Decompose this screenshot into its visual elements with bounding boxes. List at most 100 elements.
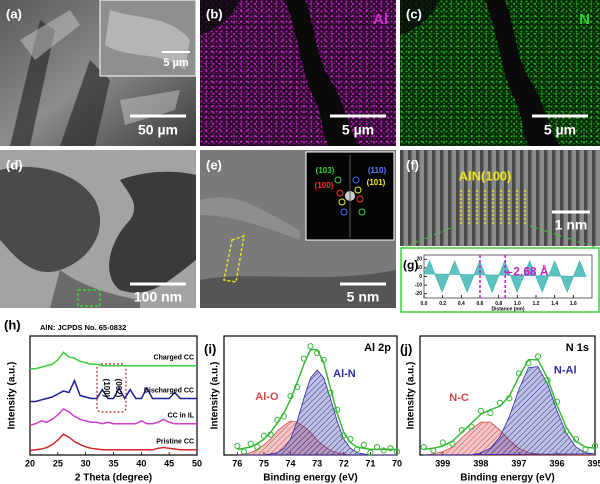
fft-spot bbox=[356, 195, 364, 203]
data-point bbox=[307, 343, 314, 350]
x-tick-label: 0.4 bbox=[458, 301, 465, 307]
data-point bbox=[267, 431, 274, 438]
panel-label: (f) bbox=[406, 157, 419, 172]
chart-1: 20 25 30 35 40 45 50 (h) 2 Theta (degree) Intensi… bbox=[4, 317, 202, 483]
data-point bbox=[393, 448, 401, 455]
data-point bbox=[347, 436, 354, 443]
fft-label: (110) bbox=[368, 166, 387, 175]
data-point bbox=[314, 349, 321, 357]
series-label: Discharged CC bbox=[144, 387, 194, 394]
panel-d: 100 nm (d) bbox=[0, 150, 196, 308]
component-label: Al-O bbox=[255, 391, 279, 403]
component-peak bbox=[237, 369, 397, 456]
tem-particle bbox=[109, 171, 196, 293]
x-tick-label: 45 bbox=[164, 458, 174, 468]
data-point bbox=[327, 389, 334, 396]
data-point bbox=[525, 360, 532, 367]
data-point bbox=[544, 377, 551, 384]
y-axis-label: Intensity (a.u.) bbox=[210, 362, 221, 430]
panel-label: (c) bbox=[406, 6, 422, 21]
y-tick-label: 0 bbox=[419, 274, 422, 280]
panel-label: (d) bbox=[6, 157, 23, 172]
data-point bbox=[449, 440, 456, 447]
lattice-markers bbox=[460, 190, 526, 226]
x-tick-label: 25 bbox=[53, 458, 63, 468]
chart-2: 76 75 74 73 72 71 70 (i) Binding energy (eV) Inte… bbox=[204, 335, 402, 484]
x-axis-label: Binding energy (eV) bbox=[460, 473, 554, 484]
data-point bbox=[515, 370, 523, 377]
data-point bbox=[496, 399, 503, 406]
x-tick-label: 399 bbox=[435, 458, 450, 468]
xrd-curve bbox=[29, 407, 197, 426]
chart-title: Al 2p bbox=[364, 342, 391, 354]
fft-label: (100) bbox=[315, 181, 334, 190]
data-point bbox=[353, 446, 361, 453]
x-tick-label: 75 bbox=[259, 458, 269, 468]
y-tick-label: 20 bbox=[416, 257, 422, 263]
hrtem-texture bbox=[200, 197, 300, 240]
element-label: Al bbox=[373, 11, 388, 28]
data-point bbox=[247, 440, 254, 447]
tem-particle bbox=[0, 166, 101, 273]
panel-label: (a) bbox=[6, 6, 22, 21]
data-point bbox=[591, 442, 599, 450]
scale-label: 1 nm bbox=[555, 217, 588, 233]
panel-e: (103) (110) (100) (101) 5 nm (e) bbox=[200, 150, 396, 308]
x-tick-label: 76 bbox=[232, 458, 242, 468]
dark-region bbox=[285, 0, 360, 146]
component-peak bbox=[423, 366, 596, 456]
zoom-line bbox=[529, 225, 599, 249]
series-label: Pristine CC bbox=[156, 439, 194, 446]
x-tick-label: 397 bbox=[511, 458, 526, 468]
y-tick-label: -10 bbox=[415, 282, 422, 288]
fft-spot bbox=[336, 189, 344, 197]
scale-label: 5 µm bbox=[342, 122, 374, 138]
fft-spot bbox=[352, 176, 360, 184]
lattice-image bbox=[400, 150, 600, 246]
dark-region bbox=[200, 0, 240, 35]
data-point bbox=[477, 407, 484, 414]
fft-label: (103) bbox=[316, 166, 335, 175]
component-label: Al-N bbox=[333, 368, 356, 380]
x-tick-label: 72 bbox=[339, 458, 349, 468]
panel-a: 5 µm 50 µm (a) bbox=[0, 0, 197, 146]
y-tick-label: -20 bbox=[415, 291, 422, 297]
data-point bbox=[334, 406, 341, 413]
y-axis-label: Intensity (a.u.) bbox=[7, 362, 18, 430]
x-tick-label: 0.8 bbox=[495, 301, 502, 307]
series-label: CC in IL bbox=[168, 413, 195, 420]
dark-region bbox=[485, 0, 560, 146]
y-tick-label: 10 bbox=[416, 265, 422, 271]
x-tick-label: 1.4 bbox=[551, 301, 558, 307]
chart-3: 399 398 397 396 395 (j) Binding energy (eV) Int… bbox=[400, 335, 600, 484]
x-tick-label: 1.2 bbox=[533, 301, 540, 307]
fft-spot bbox=[354, 186, 362, 194]
peak-box bbox=[96, 363, 127, 413]
data-point bbox=[274, 416, 281, 423]
panel-label: (b) bbox=[206, 6, 223, 21]
data-point bbox=[260, 432, 268, 439]
data-point bbox=[534, 353, 542, 360]
selection-box bbox=[77, 289, 101, 307]
fft-label: (101) bbox=[367, 178, 386, 187]
panel-b: Al 5 µm (b) bbox=[200, 0, 396, 146]
series-label: Charged CC bbox=[154, 355, 194, 362]
x-tick-label: 395 bbox=[587, 458, 600, 468]
spacing-label: 2.68 Å bbox=[513, 264, 549, 279]
data-point bbox=[240, 448, 248, 455]
x-tick-label: 0.0 bbox=[421, 301, 428, 307]
fft-spot bbox=[334, 176, 342, 184]
data-point bbox=[553, 398, 561, 405]
data-point bbox=[300, 355, 307, 362]
fft-spot bbox=[340, 208, 348, 216]
lattice-label: AlN(100) bbox=[459, 168, 512, 183]
dark-region bbox=[400, 0, 440, 35]
panel-label: (j) bbox=[400, 341, 412, 356]
chart-annotation: (100) bbox=[102, 379, 111, 398]
hrtem-texture bbox=[200, 270, 396, 308]
x-tick-label: 35 bbox=[108, 458, 118, 468]
data-point bbox=[320, 356, 327, 363]
chart-annotation: (002) bbox=[114, 379, 123, 398]
x-tick-label: 74 bbox=[286, 458, 296, 468]
